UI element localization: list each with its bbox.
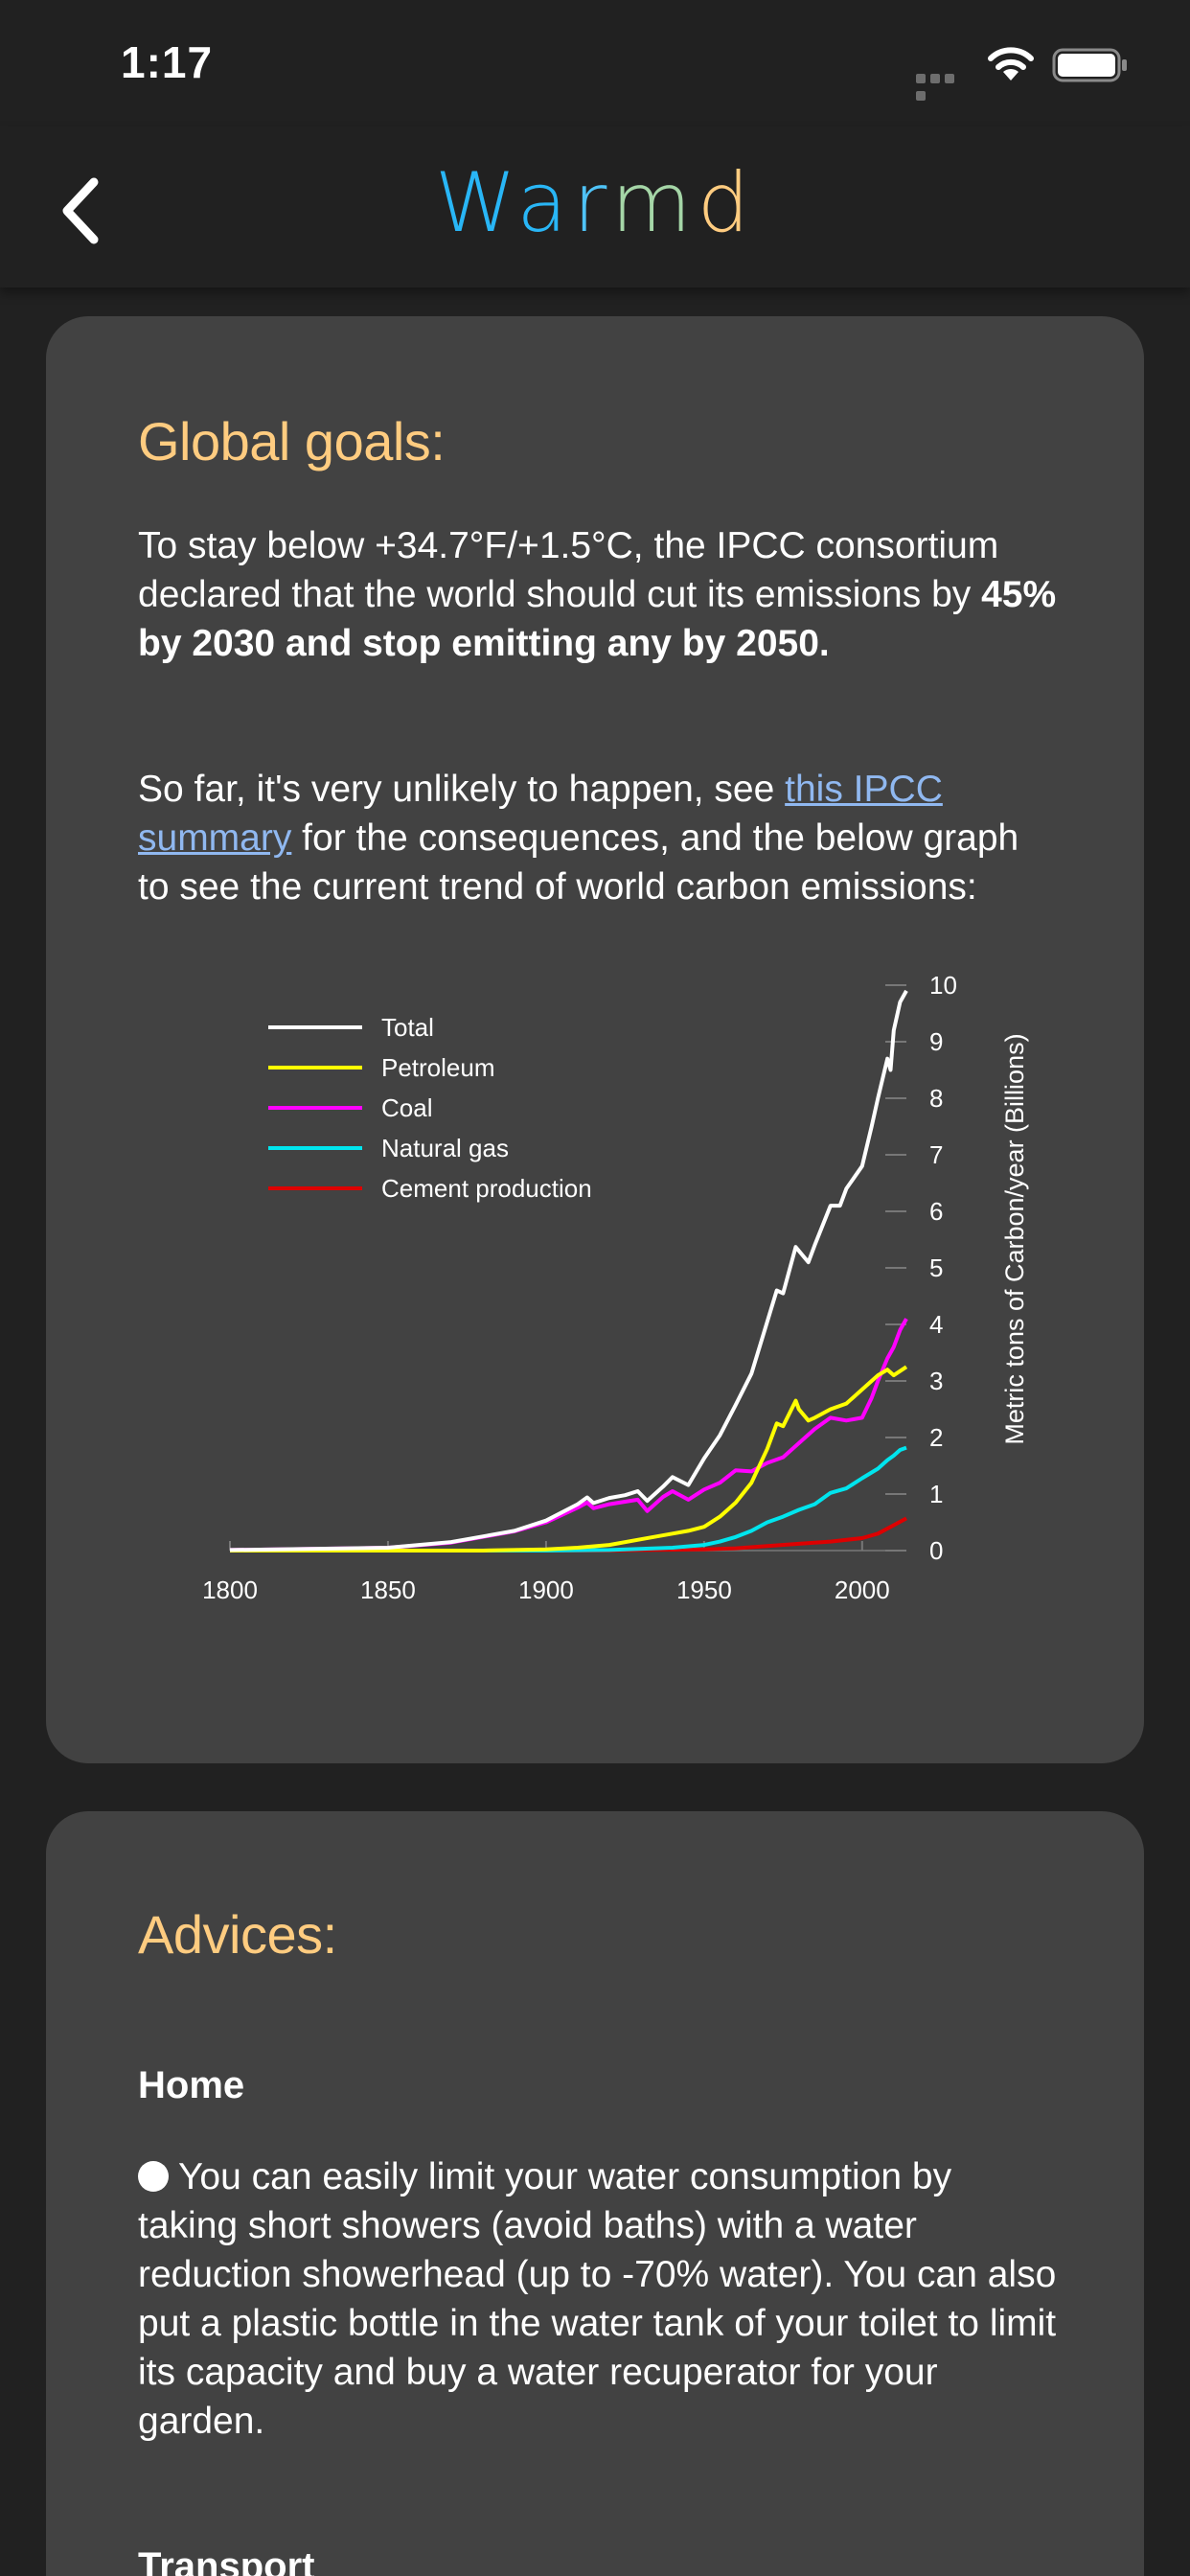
home-heading: Home [138, 2064, 245, 2106]
legend-entry: Petroleum [381, 1053, 495, 1082]
series-line-natural-gas [230, 1445, 907, 1552]
y-tick-label: 0 [929, 1536, 943, 1565]
trend-paragraph: So far, it's very unlikely to happen, se… [138, 765, 1058, 911]
home-advice-paragraph: You can easily limit your water consumpt… [138, 2152, 1058, 2446]
series-line-cement-production [230, 1516, 907, 1552]
app-title: Warmd [0, 155, 1190, 251]
x-tick-label: 2000 [835, 1576, 890, 1604]
legend-entry: Coal [381, 1093, 432, 1122]
legend-entry: Cement production [381, 1174, 592, 1203]
goals-paragraph-text: To stay below +34.7°F/+1.5°C, the IPCC c… [138, 525, 999, 615]
series-line-coal [229, 1318, 908, 1552]
series-line-total [229, 989, 908, 1552]
trend-paragraph-after: for the consequences, and the below grap… [138, 817, 1019, 908]
legend-entry: Total [381, 1013, 434, 1042]
app-title-letter: m [610, 155, 698, 251]
y-tick-label: 10 [929, 971, 957, 1000]
y-tick-label: 6 [929, 1197, 943, 1226]
app-title-letter: a [516, 155, 573, 251]
status-bar: 1:17 [0, 0, 1190, 126]
global-goals-heading: Global goals: [138, 411, 446, 472]
x-tick-label: 1950 [676, 1576, 732, 1604]
bullet-icon [138, 2161, 169, 2192]
battery-icon [1052, 48, 1127, 82]
y-axis-label: Metric tons of Carbon/year (Billions) [1000, 1033, 1029, 1444]
goals-paragraph-bold: 45% by 2030 and stop emitting any by 205… [138, 574, 1057, 664]
y-tick-label: 5 [929, 1254, 943, 1282]
trend-paragraph-before: So far, it's very unlikely to happen, se… [138, 769, 786, 810]
emissions-chart: 1800 1850 1900 1950 2000 0 1 2 3 4 5 6 7 8 9 10 Metric t… [202, 971, 1029, 1604]
nav-bar: Warmd [0, 126, 1190, 288]
cellular-signal-icon [916, 71, 972, 101]
y-tick-label: 9 [929, 1027, 943, 1056]
transport-heading: Transport [138, 2545, 315, 2576]
wifi-icon [988, 47, 1034, 80]
chevron-left-icon [62, 177, 99, 244]
app-title-letter: d [697, 155, 756, 251]
x-tick-label: 1900 [518, 1576, 574, 1604]
y-tick-label: 7 [929, 1140, 943, 1169]
app-title-letter: r [573, 155, 611, 251]
ipcc-summary-link[interactable]: this IPCC summary [138, 769, 943, 859]
advices-card: Advices: Home You can easily limit your … [46, 1811, 1144, 2576]
global-goals-card: Global goals: To stay below +34.7°F/+1.5… [46, 316, 1144, 1763]
y-tick-label: 1 [929, 1480, 943, 1508]
status-time: 1:17 [121, 37, 214, 87]
y-tick-label: 4 [929, 1310, 943, 1339]
goals-paragraph: To stay below +34.7°F/+1.5°C, the IPCC c… [138, 521, 1058, 668]
home-advice-text: You can easily limit your water consumpt… [138, 2156, 1057, 2442]
y-tick-label: 8 [929, 1084, 943, 1113]
app-title-letter: W [434, 155, 517, 251]
advices-heading: Advices: [138, 1904, 337, 1965]
series-line-petroleum [230, 1365, 908, 1552]
y-tick-label: 2 [929, 1423, 943, 1452]
x-tick-label: 1850 [360, 1576, 416, 1604]
y-tick-label: 3 [929, 1367, 943, 1395]
back-button[interactable] [50, 172, 117, 249]
legend-entry: Natural gas [381, 1134, 509, 1162]
x-tick-label: 1800 [202, 1576, 258, 1604]
